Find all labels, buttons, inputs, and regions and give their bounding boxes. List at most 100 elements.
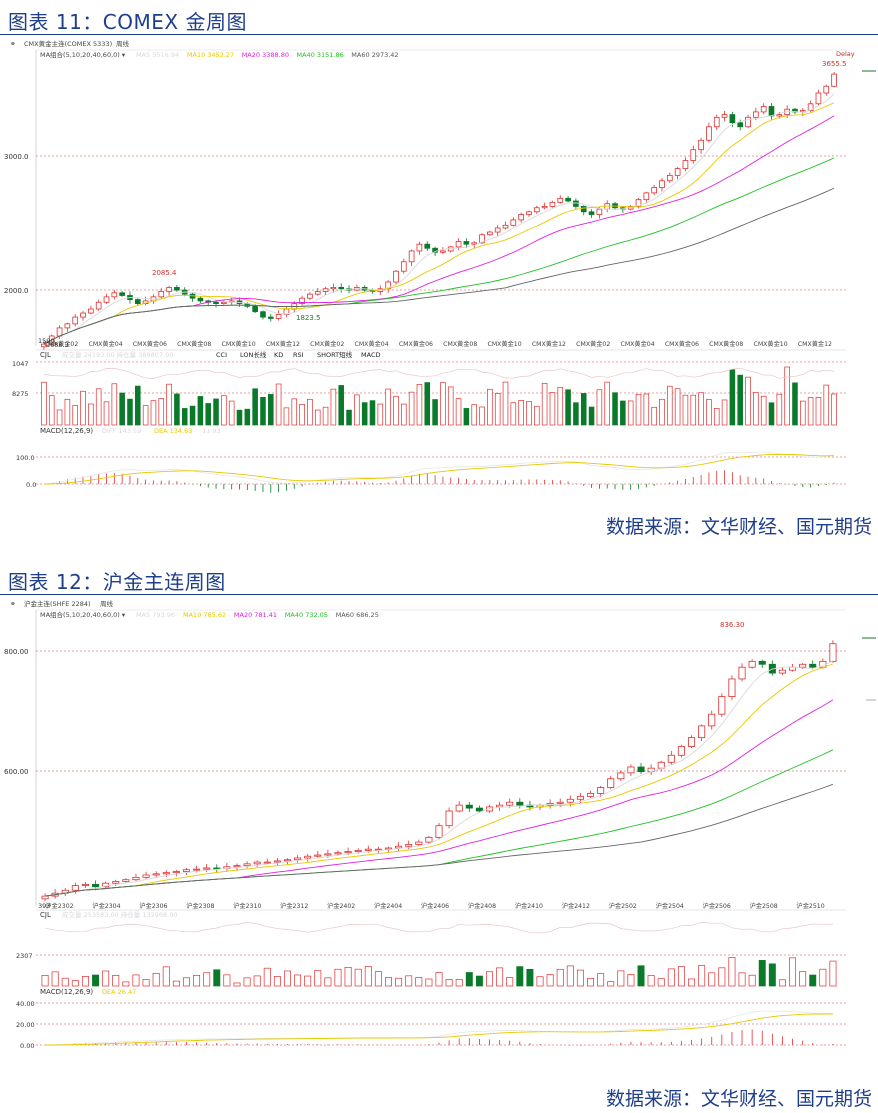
ma-line-10 — [43, 102, 835, 345]
volume-bar — [243, 977, 251, 987]
volume-bar — [283, 407, 290, 426]
candle — [260, 311, 266, 318]
candle — [518, 214, 524, 221]
candle — [158, 291, 165, 298]
volume-bar — [556, 968, 564, 987]
volume-bar — [455, 398, 462, 426]
x-tick-label: CMX黄金08 — [709, 340, 743, 348]
volume-bar — [205, 403, 211, 426]
candle — [344, 851, 352, 854]
candle — [103, 296, 110, 303]
volume-bar — [674, 388, 681, 426]
candle — [576, 795, 584, 800]
x-tick-label: CMX黄金12 — [266, 340, 300, 348]
candle — [533, 207, 540, 213]
y-tick: 1047 — [12, 360, 29, 368]
volume-bar — [698, 965, 706, 987]
volume-bar — [268, 394, 274, 426]
ma-legend-item: MA20 781.41 — [234, 611, 277, 619]
period-selector[interactable]: 周线 — [100, 599, 114, 608]
figure-title: 图表 12：沪金主连周图 — [8, 570, 226, 594]
x-tick-label: 沪金2506 — [703, 902, 731, 910]
volume-bar — [408, 391, 415, 426]
volume-bar — [789, 957, 797, 987]
x-tick-label: CMX黄金10 — [222, 340, 256, 348]
volume-bar — [432, 399, 438, 426]
volume-bar — [197, 396, 204, 426]
candle — [435, 825, 443, 838]
indicator-tab[interactable]: MACD — [361, 351, 380, 359]
volume-bar — [516, 966, 524, 987]
indicator-tab[interactable]: KD — [274, 351, 283, 359]
candle — [182, 869, 190, 872]
volume-bar — [728, 957, 736, 987]
candle — [760, 106, 767, 113]
volume-bar — [92, 974, 100, 987]
volume-bar — [440, 382, 446, 426]
candle — [71, 885, 79, 891]
candle — [425, 837, 433, 843]
x-tick-label: 沪金2308 — [186, 902, 214, 910]
candle — [243, 863, 251, 867]
candle — [485, 806, 494, 812]
indicator-tab[interactable]: SHORT短线 — [317, 350, 353, 359]
period-selector[interactable]: 周线 — [116, 39, 130, 48]
volume-bar — [753, 392, 759, 426]
open-interest-line — [43, 367, 835, 379]
x-tick-label: 沪金2404 — [374, 902, 402, 910]
volume-bar — [377, 403, 384, 426]
ma-legend-item: MA40 732.05 — [285, 611, 328, 619]
volume-bar — [174, 393, 180, 426]
volume-bar — [800, 400, 806, 426]
x-tick-label: CMX黄金12 — [532, 340, 566, 348]
candle — [304, 855, 312, 859]
volume-bar — [236, 409, 243, 426]
volume-bar — [395, 977, 403, 987]
volume-bar — [401, 403, 407, 426]
candle — [588, 211, 595, 215]
volume-bar — [479, 406, 485, 426]
indicator-tab[interactable]: LON长线 — [240, 350, 267, 359]
candle — [314, 854, 322, 857]
volume-bar — [690, 394, 697, 426]
x-tick-label: CMX黄金08 — [177, 340, 211, 348]
indicator-tabs[interactable]: CCI LON长线 KD RSI SHORT短线 MACD — [216, 350, 380, 359]
candle — [152, 873, 160, 876]
candle — [275, 313, 282, 319]
volume-bar — [784, 366, 790, 426]
candle — [721, 114, 728, 118]
x-tick-label: 沪金2406 — [421, 902, 449, 910]
candle — [193, 868, 201, 871]
indicator-tab[interactable]: RSI — [293, 351, 304, 359]
indicator-tab[interactable]: CCI — [216, 351, 227, 359]
volume-bar — [496, 967, 504, 987]
volume-bar — [612, 392, 618, 426]
volume-bar — [162, 966, 170, 987]
macd-legend: DIFF 143.59 DEA 134.63 11.93 — [102, 427, 221, 435]
candle — [283, 859, 292, 862]
ma-legend-item: MA60 686.25 — [336, 611, 379, 619]
candle — [455, 804, 463, 812]
x-tick-label: CMX黄金08 — [443, 340, 477, 348]
volume-bar — [354, 968, 362, 987]
candle — [667, 754, 675, 763]
volume-bar — [81, 976, 89, 987]
candle — [334, 852, 342, 855]
candle — [88, 308, 94, 314]
ma-legend-item: MA40 3151.86 — [297, 51, 344, 59]
volume-bar — [576, 969, 584, 987]
volume-bar — [643, 393, 650, 426]
candle — [252, 305, 258, 313]
volume-bar — [809, 974, 817, 987]
candle — [807, 103, 814, 111]
x-tick-label: 沪金2412 — [562, 902, 590, 910]
candle — [690, 149, 697, 161]
volume-bar — [119, 392, 125, 426]
volume-bar — [385, 977, 392, 987]
link-icon: ⚭ — [10, 600, 16, 608]
figure-title: 图表 11：COMEX 金周图 — [8, 10, 247, 34]
x-tick-label: CMX黄金06 — [399, 340, 433, 348]
volume-bar — [667, 385, 673, 426]
candle — [354, 849, 362, 852]
volume-bar — [573, 402, 579, 426]
